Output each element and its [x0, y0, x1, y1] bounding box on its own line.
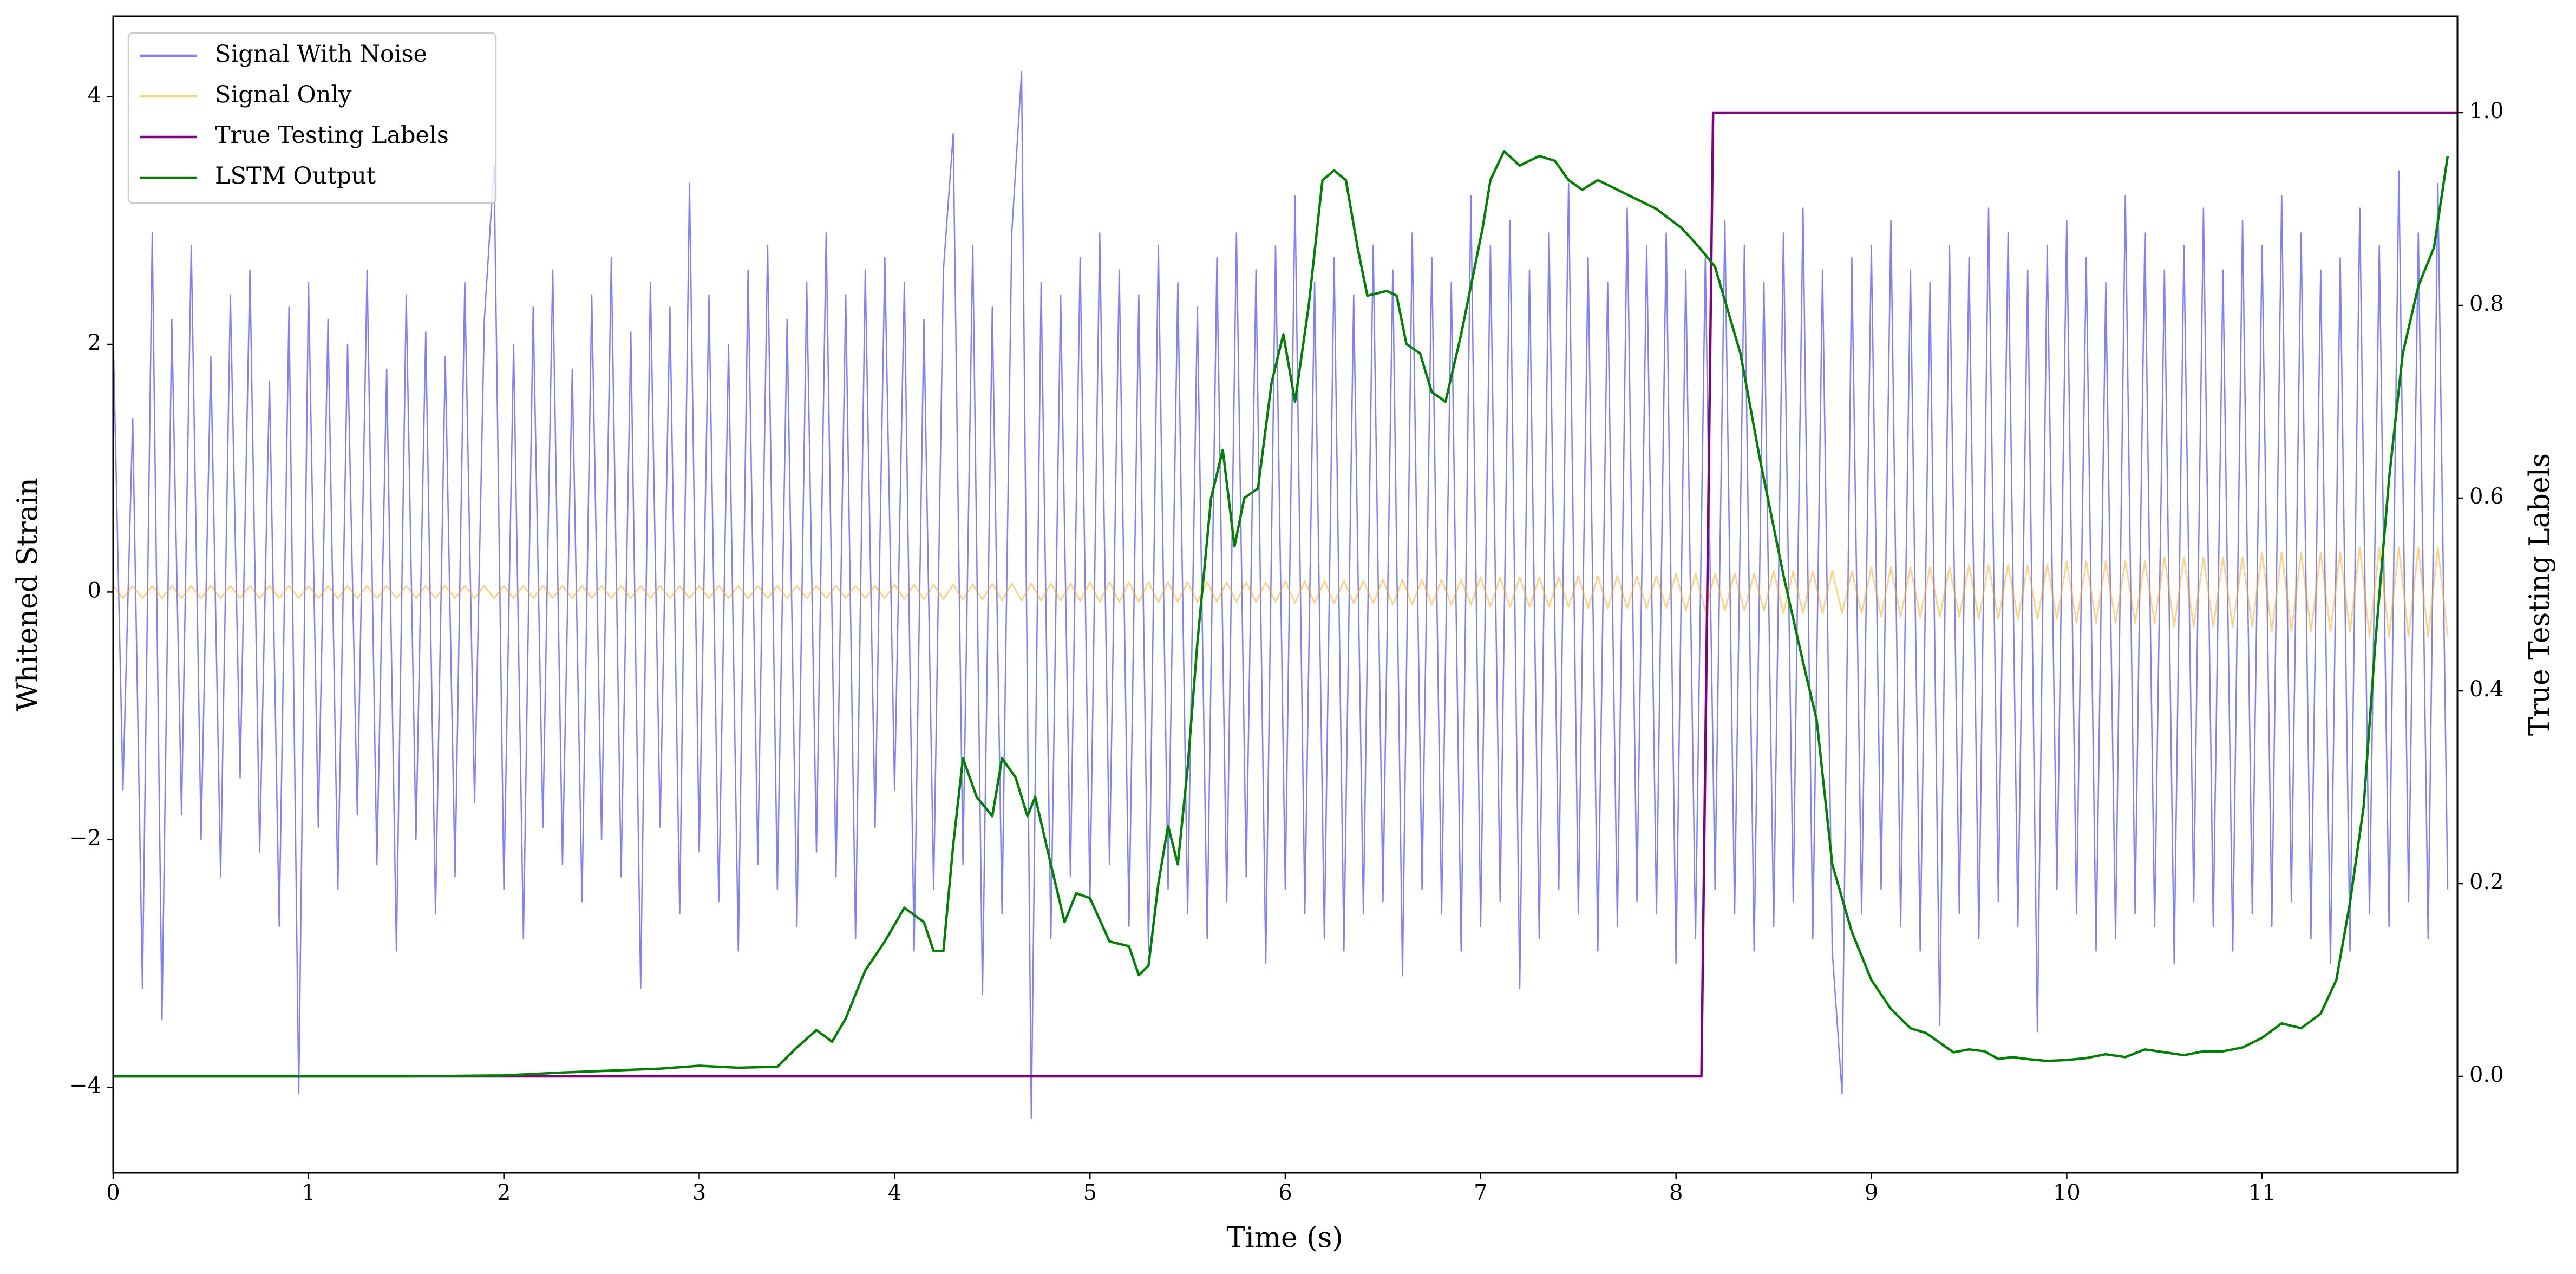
y-tick-label: −2	[69, 826, 101, 851]
y2-tick-label: 0.4	[2469, 677, 2504, 702]
series-line	[113, 71, 2449, 1119]
y-tick-label: 4	[88, 83, 101, 108]
x-tick-label: 8	[1669, 1180, 1683, 1205]
x-tick-label: 11	[2248, 1180, 2276, 1205]
y2-tick-label: 0.0	[2469, 1062, 2504, 1087]
y2-tick-label: 0.6	[2469, 484, 2504, 509]
legend-label: Signal Only	[215, 81, 352, 108]
legend-label: True Testing Labels	[215, 122, 449, 149]
y-axis-label: Whitened Strain	[12, 478, 44, 711]
legend-box	[127, 32, 497, 204]
x-tick-label: 4	[888, 1180, 901, 1205]
x-tick-label: 1	[302, 1180, 315, 1205]
series-line	[113, 546, 2449, 638]
x-tick-label: 7	[1474, 1180, 1487, 1205]
x-tick-label: 6	[1278, 1180, 1292, 1205]
x-tick-label: 2	[497, 1180, 511, 1205]
series-line	[113, 149, 2449, 1078]
x-tick-label: 0	[106, 1180, 120, 1205]
y2-tick-label: 0.8	[2469, 291, 2504, 316]
y-tick-label: 0	[88, 578, 101, 603]
y2-tick-label: 0.2	[2469, 870, 2504, 894]
x-tick-label: 3	[692, 1180, 706, 1205]
y-tick-label: 2	[88, 330, 101, 355]
x-axis-label: Time (s)	[1226, 1222, 1343, 1255]
y2-axis-label: True Testing Labels	[2524, 453, 2557, 736]
legend-label: Signal With Noise	[215, 41, 427, 68]
x-tick-label: 9	[1865, 1180, 1878, 1205]
series-line	[113, 111, 2457, 1078]
x-tick-label: 10	[2053, 1180, 2081, 1205]
y-tick-label: −4	[69, 1073, 101, 1098]
legend-label: LSTM Output	[215, 162, 376, 190]
y2-tick-label: 1.0	[2469, 99, 2504, 123]
x-tick-label: 5	[1083, 1180, 1096, 1205]
plot-area	[113, 71, 2457, 1119]
